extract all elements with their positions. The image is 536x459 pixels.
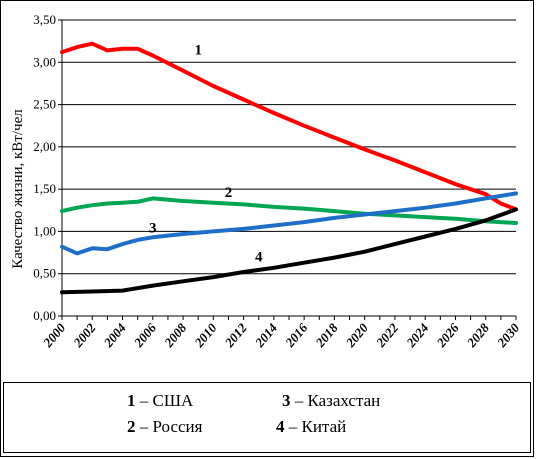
series-label-4: 4 [255,249,263,265]
x-tick-label: 2012 [221,320,250,351]
y-tick-label: 0,00 [33,308,56,323]
x-tick-label: 2028 [463,320,492,351]
series-line-1 [60,41,518,212]
y-tick-label: 3,00 [33,54,56,69]
series-label-3: 3 [149,220,157,236]
legend-item-2: 2 – Россия [127,417,202,437]
series-label-1: 1 [194,43,202,59]
series-line-3 [60,191,518,256]
legend-number: 4 [276,417,285,436]
y-tick-label: 1,50 [33,181,56,196]
series-lines [60,41,518,295]
y-tick-label: 2,00 [33,139,56,154]
x-tick-label: 2006 [130,320,159,351]
x-tick-label: 2016 [282,320,311,351]
legend: 1 – США 3 – Казахстан 2 – Россия 4 – Кит… [3,382,531,453]
line-chart: 0,000,501,001,502,002,503,003,50 2000 200… [10,12,523,351]
legend-number: 2 [127,417,136,436]
y-tick-label: 1,00 [33,223,56,238]
y-tick-label: 2,50 [33,97,56,112]
grid-lines [62,19,516,317]
y-axis-label: Качество жизни, кВт/чел [10,109,26,269]
legend-number: 3 [282,391,291,410]
legend-item-1: 1 – США [127,391,193,411]
x-tick-labels: 2000 2002 2004 2006 2008 2010 2012 2014 2016 2018… [39,320,522,351]
axes [58,19,517,320]
x-tick-label: 2030 [493,320,522,351]
x-tick-label: 2008 [161,320,190,351]
legend-text: – США [135,391,194,410]
x-tick-label: 2022 [372,320,401,351]
legend-text: – Россия [135,417,203,436]
y-tick-labels: 0,00 0,50 1,00 1,50 2,00 2,50 3,00 3,50 [33,12,56,323]
series-number-labels: 1 2 3 4 [149,43,263,266]
x-tick-label: 2004 [100,320,129,351]
series-label-2: 2 [225,185,233,201]
x-tick-label: 2014 [251,320,280,351]
y-tick-label: 0,50 [33,266,56,281]
x-tick-label: 2010 [191,320,220,351]
legend-item-4: 4 – Китай [276,417,346,437]
x-tick-label: 2002 [70,320,99,351]
legend-text: – Казахстан [290,391,381,410]
x-tick-label: 2024 [403,320,432,351]
legend-item-3: 3 – Казахстан [282,391,380,411]
series-line-2 [60,196,518,225]
legend-number: 1 [127,391,136,410]
x-tick-label: 2020 [342,320,371,351]
legend-text: – Китай [284,417,347,436]
x-tick-label: 2000 [39,320,68,351]
y-tick-label: 3,50 [33,12,56,27]
x-tick-label: 2026 [433,320,462,351]
x-tick-label: 2018 [312,320,341,351]
series-line-4 [60,207,518,295]
